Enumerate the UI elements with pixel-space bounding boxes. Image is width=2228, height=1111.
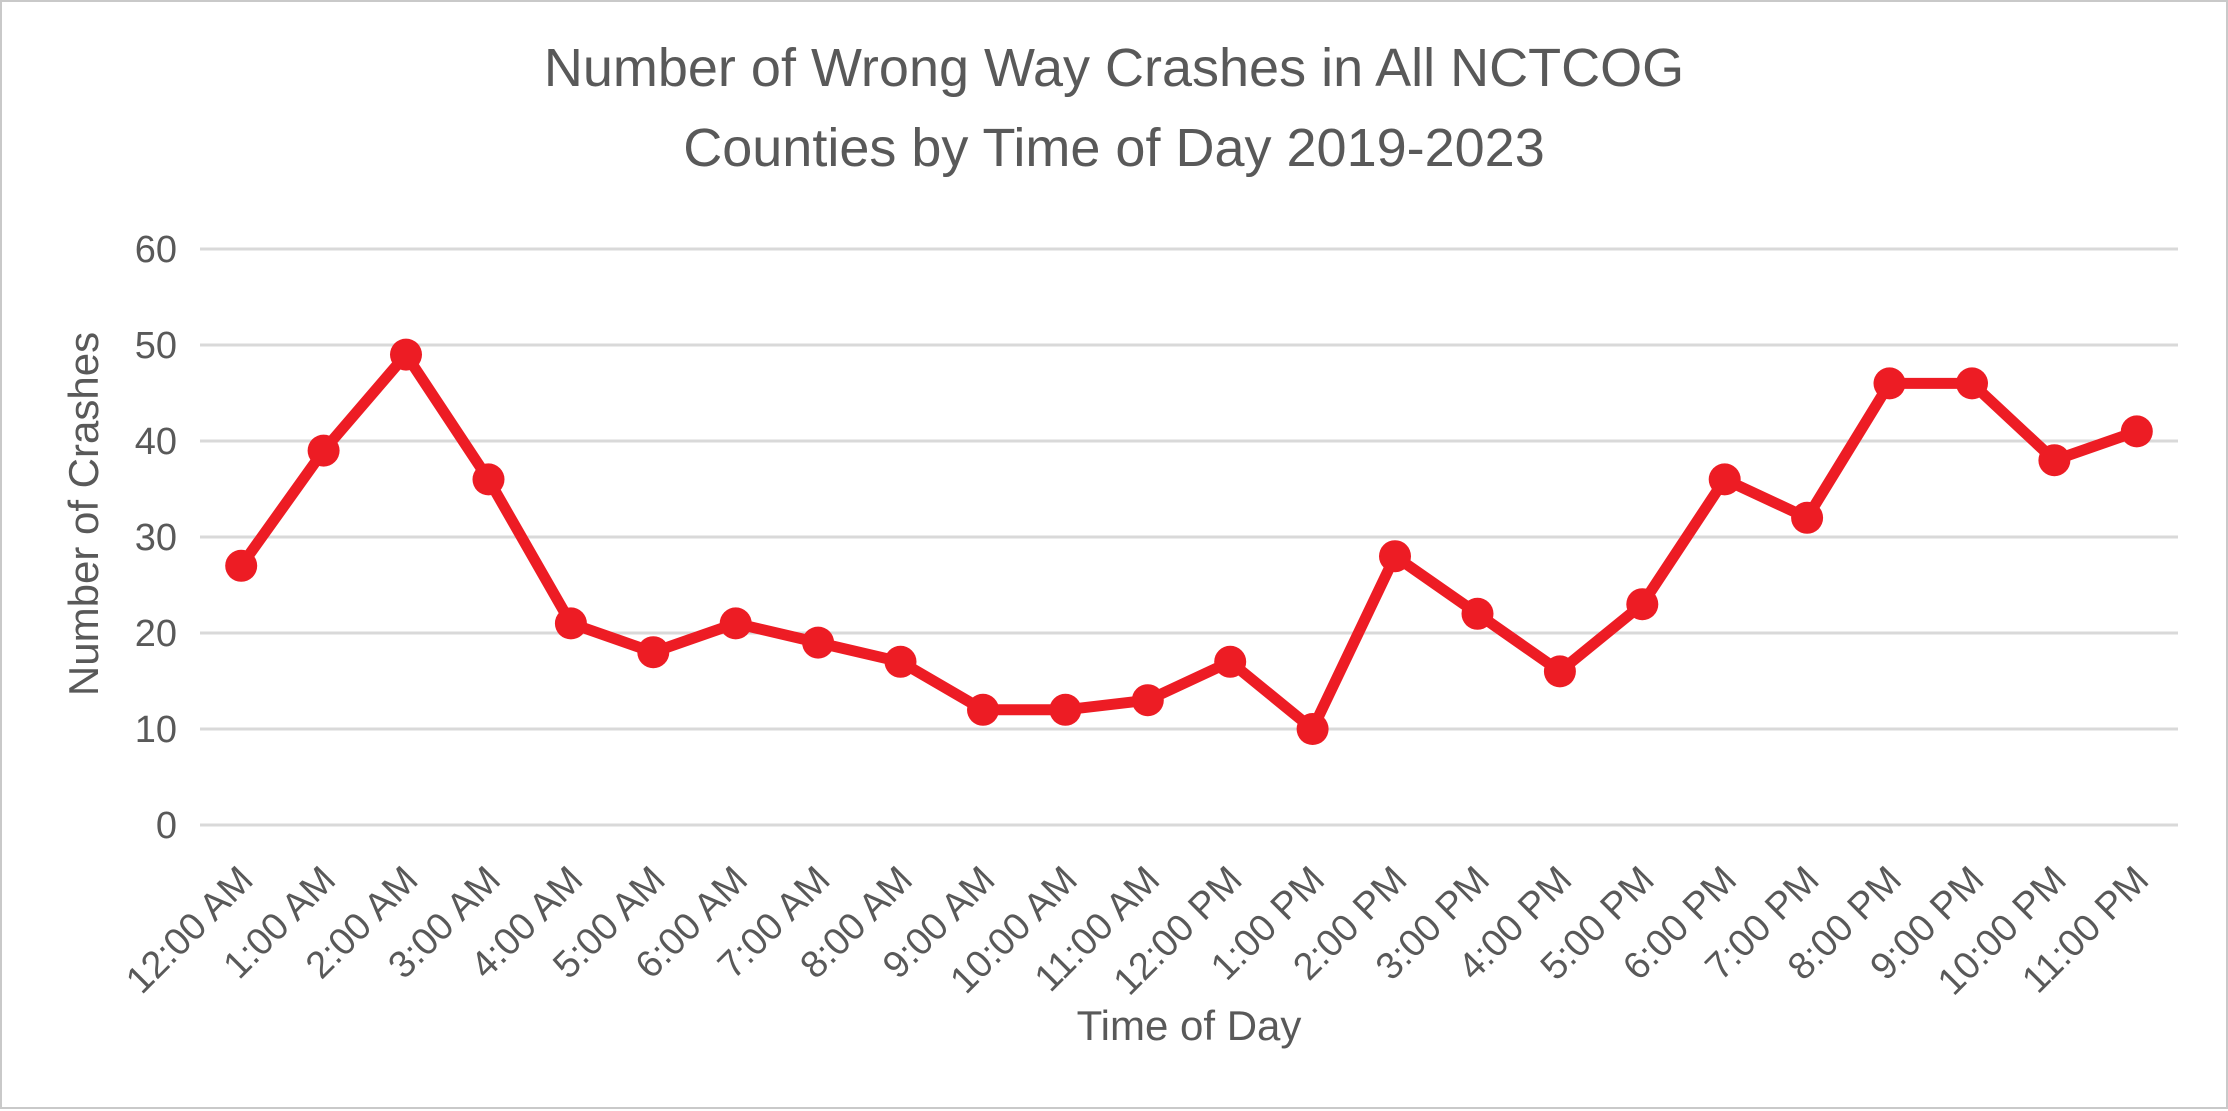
- data-point-marker: [554, 607, 587, 640]
- data-point-marker: [1214, 645, 1247, 678]
- data-point-marker: [1708, 463, 1741, 496]
- data-point-marker: [1296, 713, 1329, 745]
- data-point-marker: [1791, 501, 1824, 534]
- data-point-marker: [1626, 588, 1659, 621]
- data-point-marker: [967, 693, 999, 726]
- y-tick-label: 60: [135, 229, 177, 271]
- y-tick-label: 50: [135, 325, 177, 367]
- data-point-marker: [884, 645, 917, 678]
- data-point-marker: [1873, 367, 1906, 400]
- y-tick-label: 30: [135, 517, 177, 559]
- chart-title-line-1: Number of Wrong Way Crashes in All NCTCO…: [543, 38, 1685, 98]
- crash-count-line: [235, 349, 2143, 735]
- data-point-marker: [1049, 693, 1082, 726]
- data-point-marker: [1131, 684, 1164, 717]
- y-tick-label: 10: [135, 709, 177, 751]
- data-point-marker: [472, 463, 505, 496]
- chart-title: Number of Wrong Way Crashes in All NCTCO…: [2, 28, 2226, 188]
- data-point-marker: [1379, 540, 1411, 573]
- data-point-marker: [719, 607, 752, 640]
- data-point-marker: [2120, 415, 2153, 448]
- y-tick-label: 40: [135, 421, 177, 463]
- data-point-marker: [307, 434, 340, 467]
- data-point-marker: [637, 636, 670, 669]
- data-point-marker: [1461, 597, 1494, 630]
- x-axis-title: Time of Day: [1076, 1002, 1302, 1049]
- data-point-marker: [390, 338, 422, 371]
- data-point-marker: [802, 626, 835, 659]
- data-point-marker: [2038, 444, 2071, 477]
- data-point-marker: [225, 549, 258, 582]
- chart-title-line-2: Counties by Time of Day 2019-2023: [683, 118, 1545, 178]
- data-point-marker: [1543, 655, 1576, 688]
- y-tick-label: 0: [156, 805, 177, 847]
- y-tick-label: 20: [135, 613, 177, 655]
- data-point-marker: [1956, 367, 1988, 400]
